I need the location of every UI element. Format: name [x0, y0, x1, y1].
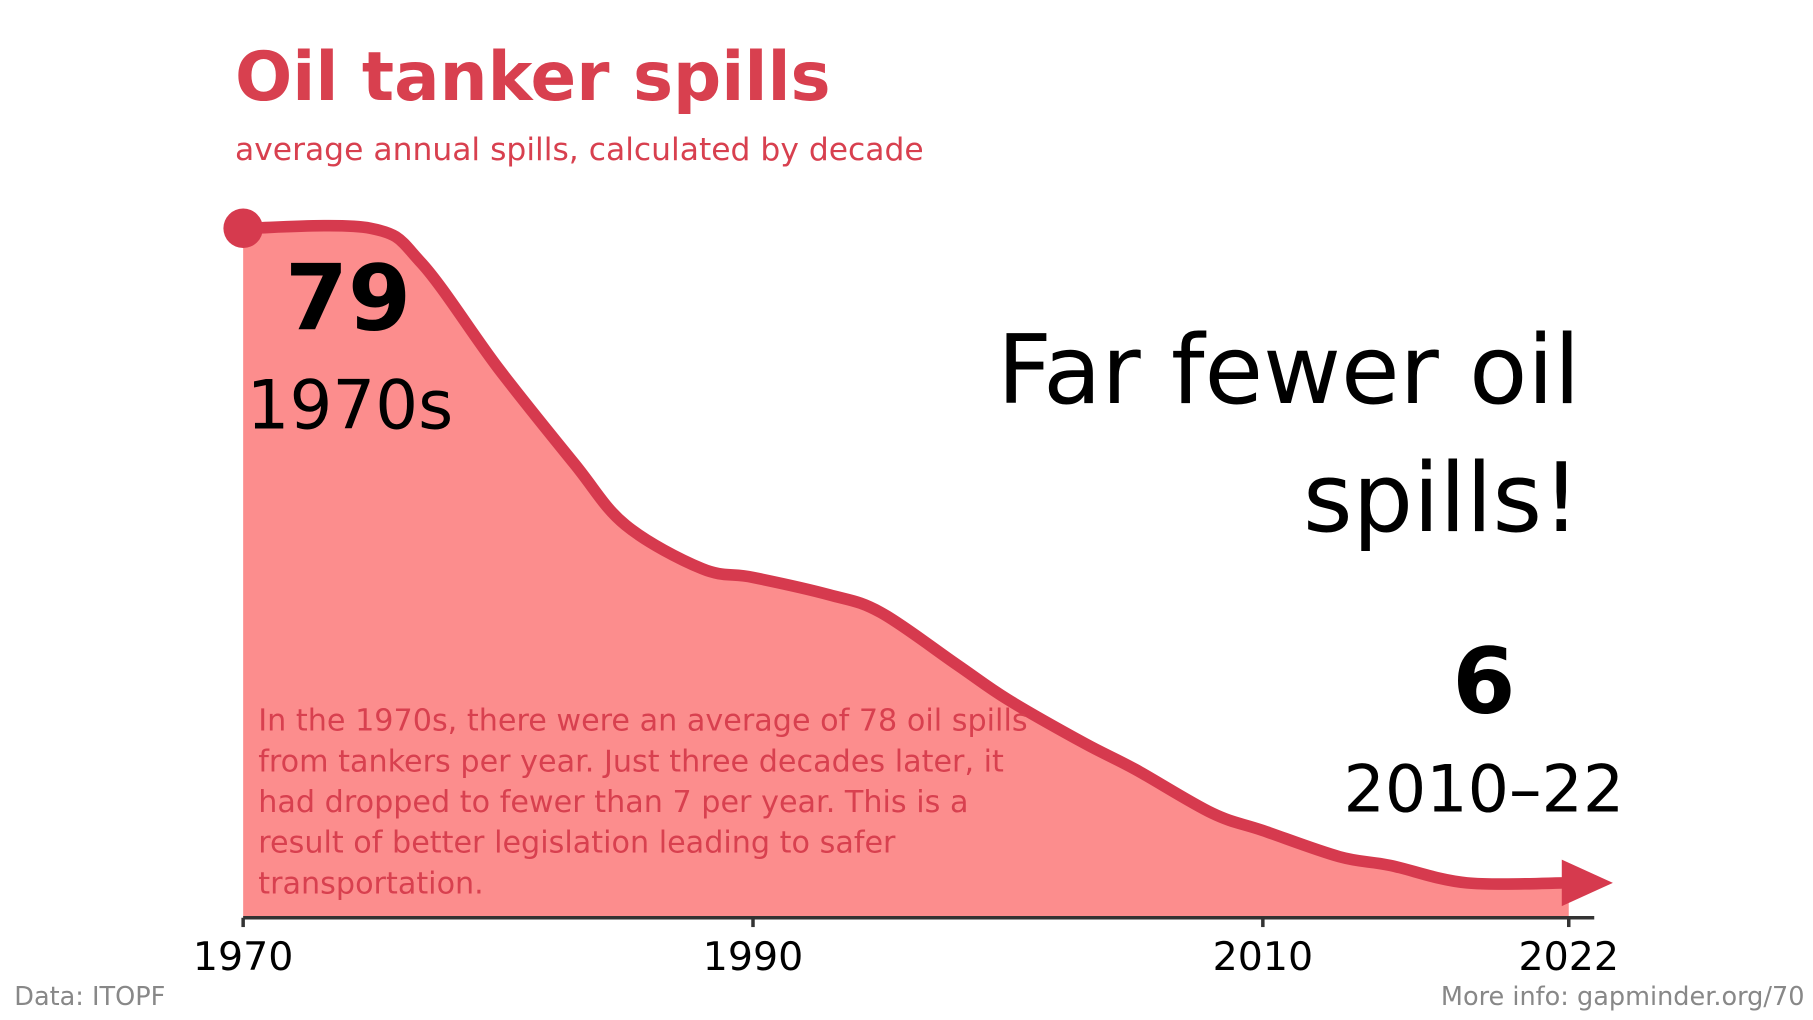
- x-tick-label: 2022: [1519, 934, 1620, 980]
- annotation-end-value: 6: [1452, 630, 1515, 735]
- x-tick-label: 1970: [193, 934, 293, 980]
- annotation-start-label: 1970s: [247, 366, 454, 445]
- chart-title: Oil tanker spills: [235, 37, 831, 116]
- end-arrow: [1561, 859, 1613, 907]
- chart-subtitle: average annual spills, calculated by dec…: [235, 132, 924, 168]
- annotation-end-label: 2010–22: [1343, 753, 1624, 828]
- more-info: More info: gapminder.org/70: [1441, 982, 1805, 1012]
- headline: Far fewer oil spills!: [997, 315, 1581, 555]
- line: [237, 219, 1575, 890]
- area: [243, 225, 1569, 918]
- note-box: In the 1970s, there were an average of 7…: [258, 704, 1028, 902]
- start-dot: [223, 208, 263, 249]
- x-tick-label: 2010: [1213, 934, 1314, 980]
- x-tick-label: 1990: [703, 934, 804, 980]
- headline-box: Far fewer oil spills!: [997, 315, 1581, 555]
- annotation-start-value: 79: [285, 246, 411, 351]
- plot: 1970 1990 2010 2022: [193, 208, 1620, 980]
- source: Data: ITOPF: [14, 982, 165, 1012]
- note: In the 1970s, there were an average of 7…: [258, 704, 1028, 902]
